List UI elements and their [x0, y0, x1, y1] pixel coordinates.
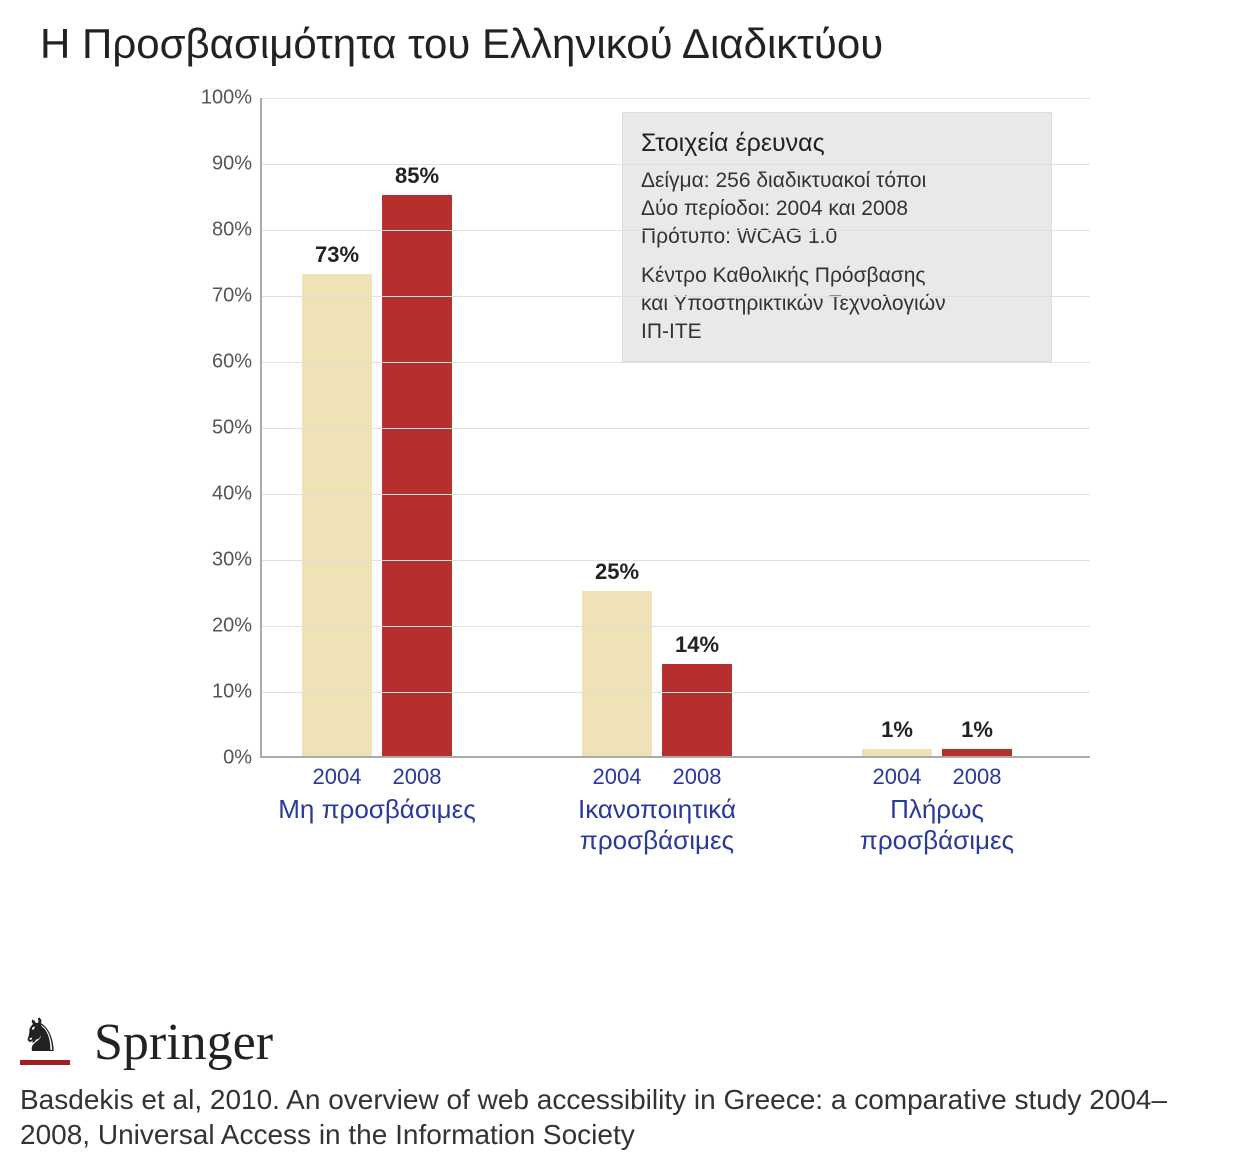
grid-line	[262, 362, 1090, 363]
springer-text: Springer	[94, 1013, 273, 1072]
chart-title: Η Προσβασιμότητα του Ελληνικού Διαδικτύο…	[40, 20, 1212, 68]
info-box-line: Κέντρο Καθολικής Πρόσβασης	[641, 262, 1033, 290]
grid-line	[262, 296, 1090, 297]
y-tick-label: 70%	[212, 285, 252, 308]
x-category-label: Πλήρωςπροσβάσιμες	[860, 794, 1014, 856]
y-tick-label: 100%	[201, 87, 252, 110]
grid-line	[262, 164, 1090, 165]
bar-value-label: 1%	[961, 717, 993, 743]
y-tick-label: 60%	[212, 351, 252, 374]
y-tick-label: 80%	[212, 219, 252, 242]
bar-value-label: 85%	[395, 163, 439, 189]
y-tick-label: 90%	[212, 153, 252, 176]
research-info-box: Στοιχεία έρευνας Δείγμα: 256 διαδικτυακο…	[622, 112, 1052, 362]
info-box-line: Δύο περίοδοι: 2004 και 2008	[641, 195, 1033, 223]
bar-value-label: 14%	[675, 632, 719, 658]
x-year-label: 2008	[953, 764, 1002, 790]
x-year-label: 2008	[673, 764, 722, 790]
y-tick-label: 50%	[212, 417, 252, 440]
info-box-line: ΙΠ-ΙΤΕ	[641, 318, 1033, 346]
bar-value-label: 25%	[595, 559, 639, 585]
springer-brand: ♞ Springer	[20, 1012, 1200, 1072]
grid-line	[262, 230, 1090, 231]
bar: 73%	[302, 274, 372, 756]
springer-horse-icon: ♞	[20, 1012, 80, 1072]
chart-area: 73%85%25%14%1%1% Στοιχεία έρευνας Δείγμα…	[170, 88, 1130, 848]
grid-line	[262, 494, 1090, 495]
footer: ♞ Springer Basdekis et al, 2010. An over…	[20, 1012, 1200, 1152]
x-category-label: Μη προσβάσιμες	[278, 794, 476, 825]
x-year-label: 2004	[593, 764, 642, 790]
y-tick-label: 30%	[212, 549, 252, 572]
bar: 14%	[662, 664, 732, 756]
bar-value-label: 1%	[881, 717, 913, 743]
grid-line	[262, 560, 1090, 561]
bar: 1%	[942, 749, 1012, 756]
x-year-label: 2008	[393, 764, 442, 790]
grid-line	[262, 626, 1090, 627]
grid-line	[262, 98, 1090, 99]
plot-region: 73%85%25%14%1%1% Στοιχεία έρευνας Δείγμα…	[260, 98, 1090, 758]
grid-line	[262, 428, 1090, 429]
citation-text: Basdekis et al, 2010. An overview of web…	[20, 1082, 1200, 1152]
info-box-line	[641, 252, 1033, 262]
bar: 1%	[862, 749, 932, 756]
bar-value-label: 73%	[315, 242, 359, 268]
y-tick-label: 20%	[212, 615, 252, 638]
info-box-title: Στοιχεία έρευνας	[641, 127, 1033, 161]
x-category-label: Ικανοποιητικάπροσβάσιμες	[578, 794, 736, 856]
bar: 25%	[582, 591, 652, 756]
bar: 85%	[382, 195, 452, 756]
grid-line	[262, 692, 1090, 693]
info-box-line: Δείγμα: 256 διαδικτυακοί τόποι	[641, 167, 1033, 195]
info-box-line: Πρότυπο: WCAG 1.0	[641, 223, 1033, 251]
y-tick-label: 0%	[223, 747, 252, 770]
y-tick-label: 10%	[212, 681, 252, 704]
x-year-label: 2004	[313, 764, 362, 790]
x-year-label: 2004	[873, 764, 922, 790]
info-box-line: και Υποστηρικτικών Τεχνολογιών	[641, 290, 1033, 318]
y-tick-label: 40%	[212, 483, 252, 506]
